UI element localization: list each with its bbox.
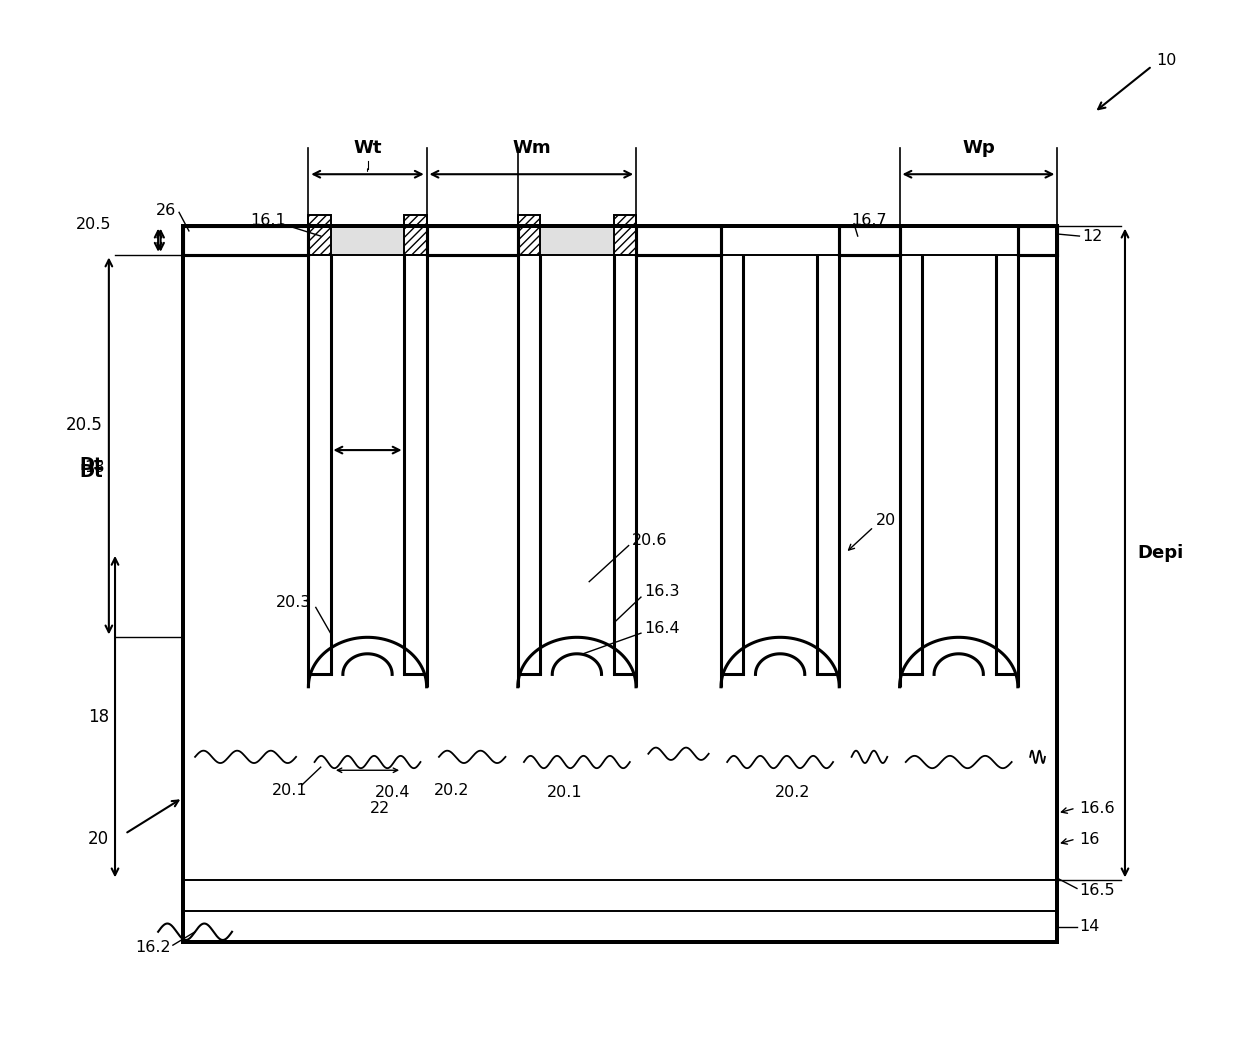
Text: 20.3: 20.3 <box>277 594 311 610</box>
Bar <box>182 225 309 255</box>
Text: 16.7: 16.7 <box>852 213 887 229</box>
Text: 20.1: 20.1 <box>547 784 583 800</box>
Text: 16: 16 <box>1079 831 1100 847</box>
Text: Wp: Wp <box>962 138 994 157</box>
Bar <box>309 215 331 255</box>
Bar <box>636 225 720 255</box>
Text: 18: 18 <box>84 460 104 476</box>
Bar <box>614 215 636 255</box>
Bar <box>427 225 518 255</box>
Text: 20.6: 20.6 <box>632 533 668 548</box>
Text: 20.2: 20.2 <box>775 784 810 800</box>
Bar <box>518 215 539 255</box>
Text: 12: 12 <box>1081 229 1102 243</box>
Text: 20: 20 <box>88 830 109 848</box>
Text: 16.2: 16.2 <box>135 939 170 955</box>
Text: 16.1: 16.1 <box>250 213 286 229</box>
Text: Depi: Depi <box>1137 544 1183 562</box>
Text: Wt: Wt <box>353 138 382 157</box>
Text: Dt: Dt <box>79 455 103 474</box>
Text: Dt: Dt <box>79 462 103 481</box>
Text: 16.4: 16.4 <box>645 620 681 636</box>
Text: 20.4: 20.4 <box>374 784 410 800</box>
Text: Wm: Wm <box>512 138 551 157</box>
Bar <box>404 215 427 255</box>
Bar <box>182 225 1058 880</box>
Text: 20.2: 20.2 <box>434 782 469 798</box>
Text: 20.5: 20.5 <box>66 417 103 434</box>
Text: 10: 10 <box>1156 53 1177 69</box>
Text: 20: 20 <box>877 513 897 528</box>
Text: 18: 18 <box>88 708 109 725</box>
Text: 22: 22 <box>370 801 389 817</box>
Bar <box>839 225 899 255</box>
Text: 16.3: 16.3 <box>645 585 680 600</box>
Bar <box>1018 225 1058 255</box>
Bar <box>720 215 839 255</box>
Text: 16.5: 16.5 <box>1079 883 1115 898</box>
Bar <box>899 215 1018 255</box>
Text: 14: 14 <box>1079 920 1100 934</box>
Bar <box>182 225 1058 255</box>
Text: 26: 26 <box>156 203 176 218</box>
Text: 20.1: 20.1 <box>272 782 308 798</box>
Text: 20.5: 20.5 <box>77 217 112 233</box>
Text: 16.6: 16.6 <box>1079 801 1115 816</box>
